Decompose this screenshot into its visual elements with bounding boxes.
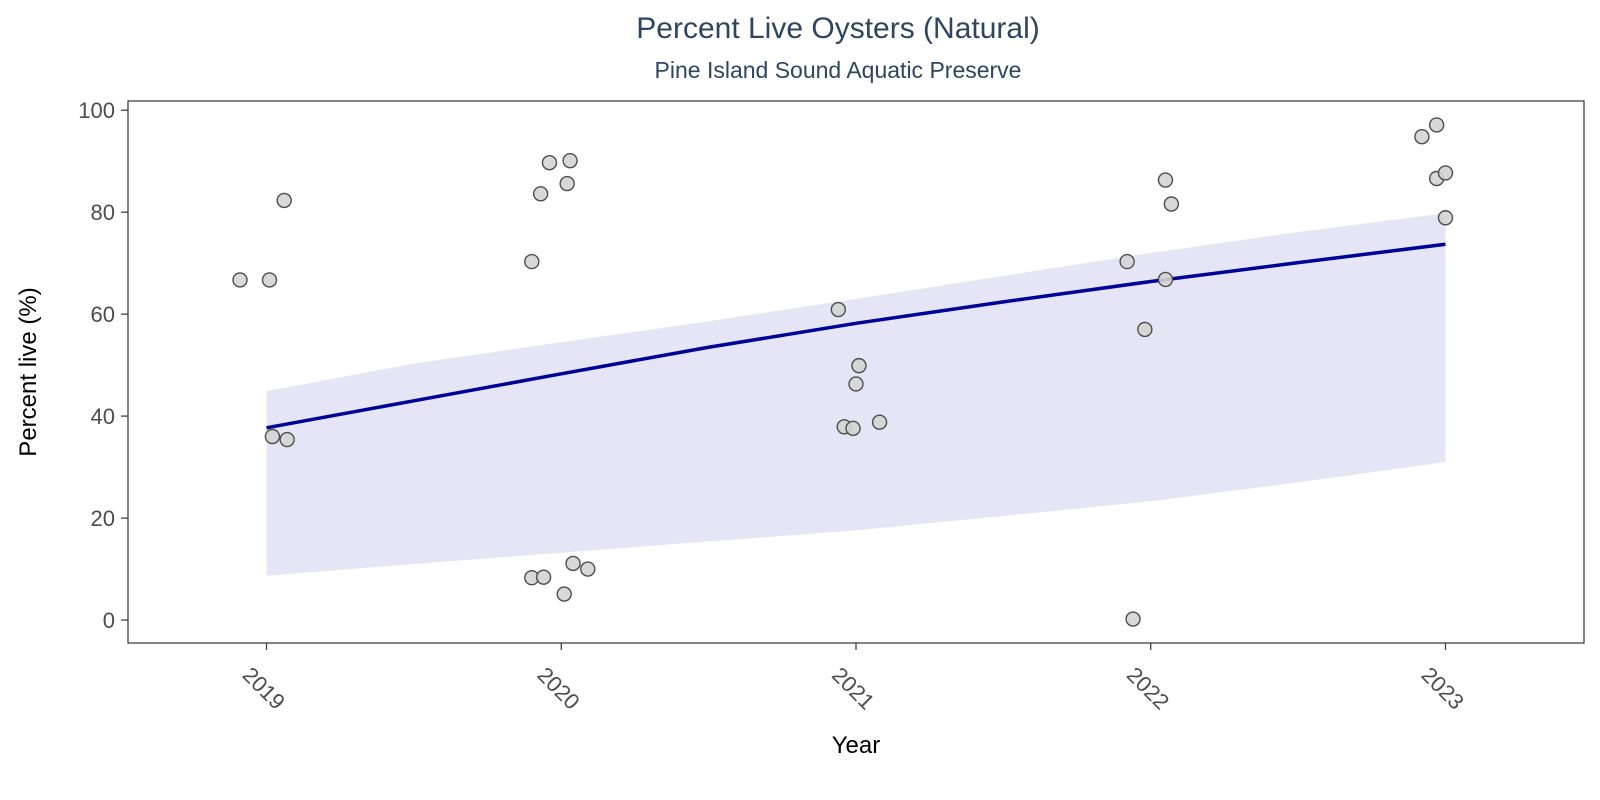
data-point-25 — [1157, 172, 1174, 188]
data-point-3 — [264, 428, 281, 445]
confidence-band-layer — [266, 213, 1446, 576]
x-tick-label-2022: 2022 — [1122, 662, 1174, 714]
data-point-2 — [276, 192, 292, 209]
x-tick-label-2023: 2023 — [1417, 662, 1469, 714]
data-point-9 — [562, 152, 578, 169]
y-axis: 0 20 40 60 80 100 — [78, 98, 128, 633]
x-axis: 2019 2020 2021 2022 2023 — [238, 643, 1469, 714]
x-axis-title: Year — [832, 732, 881, 759]
confidence-band — [266, 213, 1446, 576]
points-layer — [232, 117, 1454, 627]
y-tick-label-0: 0 — [103, 608, 115, 633]
data-point-23 — [1125, 611, 1141, 627]
data-point-12 — [556, 586, 572, 602]
data-point-26 — [1163, 196, 1180, 212]
data-point-31 — [1437, 210, 1454, 226]
data-point-14 — [580, 561, 596, 577]
x-tick-label-2020: 2020 — [532, 662, 584, 714]
data-point-5 — [524, 253, 540, 270]
data-point-16 — [851, 357, 867, 374]
data-point-7 — [541, 154, 558, 171]
data-point-0 — [232, 272, 248, 288]
trend-line — [266, 242, 1446, 430]
chart-subtitle: Pine Island Sound Aquatic Preserve — [655, 57, 1022, 83]
data-point-8 — [559, 175, 575, 192]
data-point-15 — [830, 301, 847, 318]
x-tick-label-2021: 2021 — [827, 662, 879, 714]
chart-title: Percent Live Oysters (Natural) — [636, 12, 1039, 45]
data-point-30 — [1437, 165, 1454, 181]
data-point-1 — [261, 272, 278, 288]
data-point-11 — [535, 569, 552, 585]
y-tick-label-20: 20 — [91, 506, 115, 531]
x-tick-label-2019: 2019 — [238, 662, 290, 714]
data-point-17 — [848, 376, 864, 392]
data-point-20 — [871, 414, 888, 430]
trend-line-layer — [266, 242, 1446, 430]
y-tick-label-80: 80 — [91, 200, 115, 225]
y-axis-title: Percent live (%) — [15, 287, 42, 456]
data-point-13 — [565, 555, 581, 572]
data-point-6 — [532, 186, 549, 202]
data-point-22 — [1137, 321, 1153, 338]
data-point-24 — [1157, 271, 1174, 288]
y-tick-label-60: 60 — [91, 302, 115, 327]
data-point-27 — [1414, 128, 1430, 145]
data-point-19 — [845, 420, 861, 437]
y-tick-label-100: 100 — [78, 98, 115, 123]
data-point-21 — [1119, 253, 1135, 270]
y-tick-label-40: 40 — [91, 404, 115, 429]
data-point-4 — [279, 431, 295, 448]
data-point-28 — [1428, 117, 1445, 133]
